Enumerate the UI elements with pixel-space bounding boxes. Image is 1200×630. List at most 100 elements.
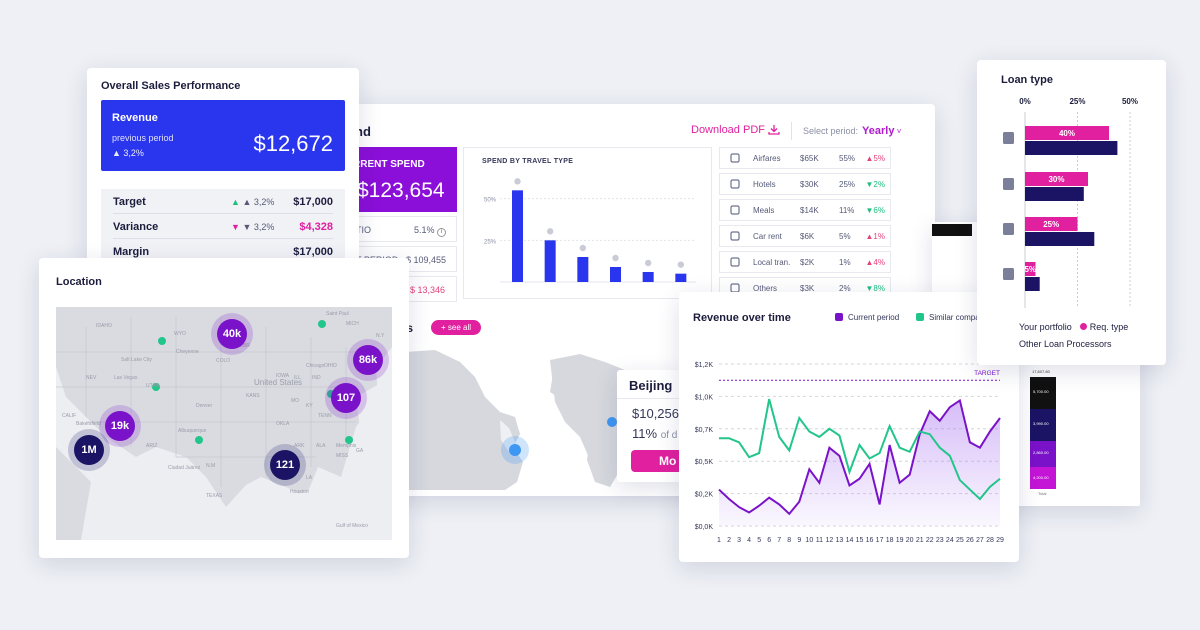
period-selector[interactable]: Select period: Yearly ˅ xyxy=(803,125,901,137)
divider xyxy=(791,122,792,140)
bar xyxy=(544,240,556,282)
req-type-bar xyxy=(1025,217,1078,231)
legend-other: Other Loan Processors xyxy=(1019,339,1112,349)
car-icon xyxy=(1003,223,1014,235)
x-tick-label: 8 xyxy=(787,537,791,544)
category-amount: $3K xyxy=(800,284,815,293)
target-value: $17,000 xyxy=(293,196,333,208)
stack-bottom-label: Total xyxy=(1030,489,1056,499)
map-label: Cheyenne xyxy=(176,349,199,355)
building-icon xyxy=(1003,132,1014,144)
variance-value: $4,328 xyxy=(299,221,333,233)
loan-title: Loan type xyxy=(1001,74,1053,86)
category-name: Airfares xyxy=(753,154,781,163)
x-tick-label: 21 xyxy=(916,537,924,544)
cluster-marker[interactable]: 1M xyxy=(68,429,110,471)
revenue-box: Revenue previous period ▲ 3,2% $12,672 xyxy=(101,100,345,171)
hotel-icon xyxy=(729,178,741,192)
y-tick-label: $0,5K xyxy=(695,459,714,466)
category-pct: 25% xyxy=(839,180,856,189)
stack-segment: 4,200.00 xyxy=(1030,467,1056,489)
x-tick-label: 10 xyxy=(805,537,813,544)
portfolio-bar xyxy=(1025,232,1095,246)
city-name: Beijing xyxy=(629,378,673,393)
revenue-change: ▲ 3,2% xyxy=(112,148,144,158)
map-label: N.M xyxy=(206,463,215,469)
portfolio-bar xyxy=(1025,141,1118,155)
stacked-total-column: 17,607.80 5,700.00 3,990.00 2,860.00 4,2… xyxy=(1030,367,1056,499)
x-tick-label: 0% xyxy=(1019,97,1031,106)
map-label: ALA xyxy=(316,443,326,449)
cluster-marker[interactable]: 86k xyxy=(347,339,389,381)
x-tick-label: 1 xyxy=(717,537,721,544)
see-all-button[interactable]: + see all xyxy=(431,320,482,335)
y-tick-label: $1,0K xyxy=(695,394,714,401)
category-amount: $30K xyxy=(800,180,819,189)
cluster-marker[interactable]: 107 xyxy=(325,377,367,419)
req-type-bar xyxy=(1025,262,1036,276)
map-label: MISS xyxy=(336,453,349,459)
cluster-count: 121 xyxy=(270,450,300,480)
map-label: Las Vegas xyxy=(114,375,138,381)
x-tick-label: 25 xyxy=(956,537,964,544)
x-tick-label: 15 xyxy=(856,537,864,544)
y-tick-label: $0,2K xyxy=(695,492,714,499)
cluster-marker[interactable]: 19k xyxy=(99,405,141,447)
location-title: Location xyxy=(56,276,102,288)
x-tick-label: 16 xyxy=(866,537,874,544)
category-pct: 55% xyxy=(839,154,856,163)
map-label: Houston xyxy=(290,489,309,495)
bus-icon xyxy=(729,256,741,270)
x-tick-label: 3 xyxy=(737,537,741,544)
similar-companies-line xyxy=(719,398,1001,501)
cutlery-icon xyxy=(729,204,741,218)
revenue-value: $12,672 xyxy=(253,131,333,156)
info-icon: i xyxy=(437,228,446,237)
bar xyxy=(675,273,687,282)
category-pct: 2% xyxy=(839,284,851,293)
travel-category-list: Airfares $65K 55% ▲5% Hotels $30K 25% ▼2% Meals $… xyxy=(719,147,891,303)
map-label: Gulf of Mexico xyxy=(336,523,368,529)
cluster-count: 107 xyxy=(331,383,361,413)
legend-req: Req. type xyxy=(1089,322,1129,332)
current-area xyxy=(719,400,1000,526)
more-button[interactable]: Mo xyxy=(631,450,687,472)
cluster-marker[interactable]: 40k xyxy=(211,313,253,355)
x-tick-label: 5 xyxy=(757,537,761,544)
city-amount: $10,256 xyxy=(632,406,679,421)
map-label: ARK xyxy=(294,443,305,449)
portfolio-bar xyxy=(1025,187,1084,201)
x-tick-label: 22 xyxy=(926,537,934,544)
portfolio-bar xyxy=(1025,277,1040,291)
x-tick-label: 7 xyxy=(777,537,781,544)
map-label: WYO xyxy=(174,331,186,337)
category-name: Car rent xyxy=(753,232,782,241)
download-pdf-link[interactable]: Download PDF xyxy=(691,124,780,136)
y-tick-label: $1,2K xyxy=(695,362,714,369)
city-popup: Beijing $10,256 11% of d Mo xyxy=(617,370,687,482)
overall-sales-panel: Overall Sales Performance Revenue previo… xyxy=(87,68,359,268)
x-tick-label: 19 xyxy=(896,537,904,544)
map-label: Denver xyxy=(196,403,212,409)
current-spend-label: RRENT SPEND xyxy=(353,159,425,170)
background-header-bar xyxy=(932,224,972,236)
x-tick-label: 13 xyxy=(836,537,844,544)
category-icon xyxy=(514,178,521,185)
sales-title: Overall Sales Performance xyxy=(101,80,241,92)
category-change: ▲1% xyxy=(865,232,885,241)
category-pct: 1% xyxy=(839,258,851,267)
previous-period-label: previous period xyxy=(112,133,174,143)
cluster-count: 19k xyxy=(105,411,135,441)
cluster-marker[interactable]: 121 xyxy=(264,444,306,486)
category-amount: $2K xyxy=(800,258,815,267)
loan-bar-chart: 0% 25% 50% 40% 30% 25% 5% xyxy=(1003,97,1138,308)
cluster-count: 1M xyxy=(74,435,104,465)
cluster-count: 86k xyxy=(353,345,383,375)
x-tick-label: 6 xyxy=(767,537,771,544)
region-dot xyxy=(509,444,521,456)
x-tick-label: 24 xyxy=(946,537,954,544)
map-label: MICH xyxy=(346,321,359,327)
chevron-down-icon: ˅ xyxy=(894,127,902,136)
list-item: Hotels $30K 25% ▼2% xyxy=(719,173,891,195)
map-label: COLO xyxy=(216,358,230,364)
